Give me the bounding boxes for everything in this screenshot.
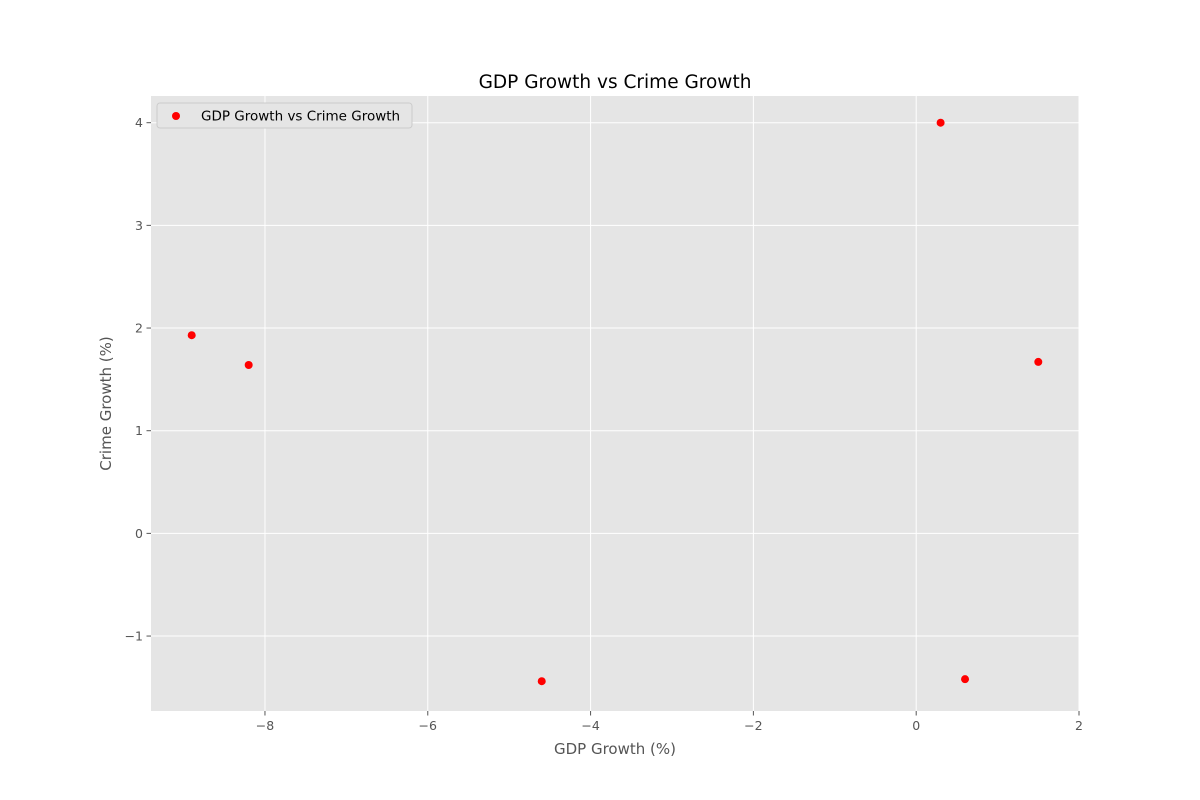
x-axis-label: GDP Growth (%) [554, 740, 676, 758]
y-tick-label: 1 [135, 423, 143, 438]
y-tick-label: 4 [135, 115, 143, 130]
scatter-point [187, 331, 196, 340]
plot-area [151, 96, 1079, 711]
x-tick-label: −6 [419, 718, 437, 733]
x-tick-label: 0 [912, 718, 920, 733]
x-tick-label: −2 [744, 718, 762, 733]
scatter-point [936, 118, 945, 127]
y-tick-label: 0 [135, 526, 143, 541]
y-tick-label: 2 [135, 321, 143, 336]
x-tick-label: −4 [581, 718, 599, 733]
legend-box [156, 102, 413, 129]
x-axis-ticks: −8 −6 −4 −2 0 2 [256, 711, 1083, 733]
scatter-point [537, 677, 546, 686]
y-axis-label: Crime Growth (%) [97, 336, 115, 470]
scatter-point [244, 360, 253, 369]
x-tick-label: −8 [256, 718, 274, 733]
scatter-point [1034, 357, 1043, 366]
legend-marker [172, 112, 180, 120]
data-points [187, 118, 1043, 686]
legend-entry: GDP Growth vs Crime Growth [201, 109, 400, 125]
y-tick-label: 3 [135, 218, 143, 233]
legend: GDP Growth vs Crime Growth [156, 102, 413, 129]
scatter-point [961, 675, 970, 684]
y-tick-label: −1 [125, 629, 143, 644]
x-tick-label: 2 [1075, 718, 1083, 733]
y-axis-ticks: −1 0 1 2 3 4 [125, 115, 151, 644]
chart-title: GDP Growth vs Crime Growth [479, 72, 752, 93]
